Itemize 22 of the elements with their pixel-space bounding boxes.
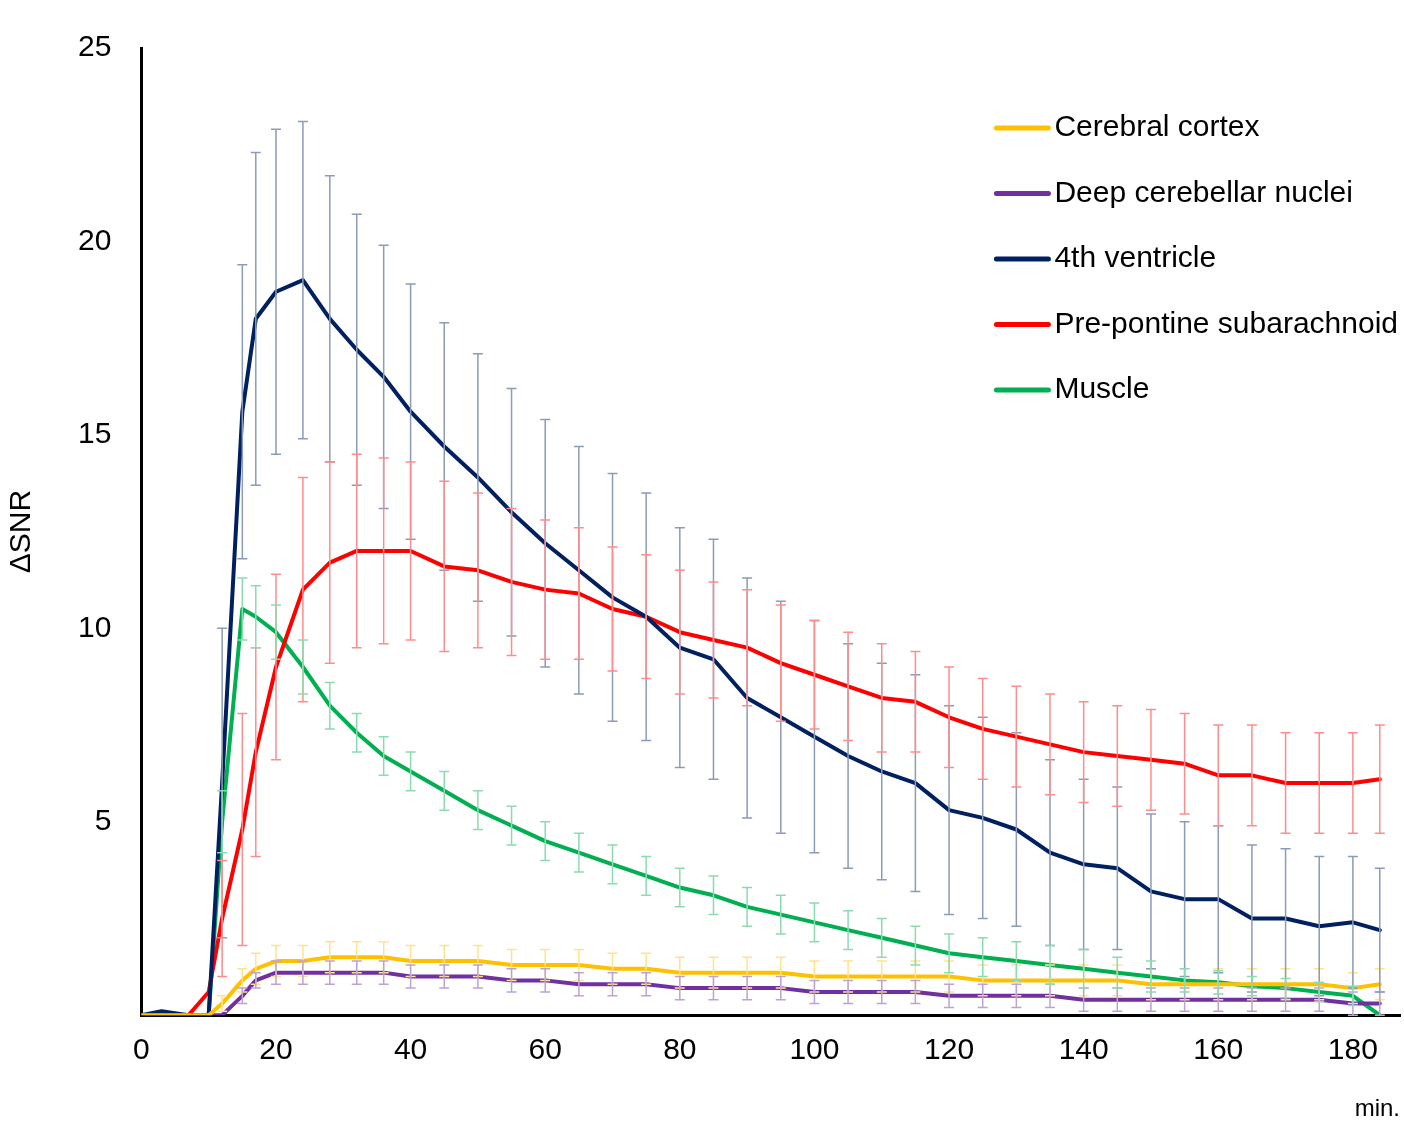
x-tick-label: 180 — [1327, 1032, 1378, 1066]
y-tick-label: 20 — [77, 222, 112, 256]
x-tick-label: 40 — [393, 1032, 428, 1066]
legend-label: Cerebral cortex — [1054, 109, 1260, 143]
x-tick-label: 140 — [1058, 1032, 1109, 1066]
x-tick-label: 100 — [789, 1032, 840, 1066]
x-tick-label: 120 — [924, 1032, 975, 1066]
y-axis-title: ΔSNR — [3, 489, 37, 574]
legend-label: Muscle — [1054, 371, 1150, 405]
x-axis-title: min. — [1354, 1094, 1400, 1122]
y-tick-label: 5 — [94, 803, 112, 837]
y-tick-label: 10 — [77, 609, 112, 643]
x-tick-label: 80 — [663, 1032, 697, 1066]
y-tick-label: 15 — [77, 416, 112, 450]
x-tick-label: 20 — [259, 1032, 293, 1066]
y-tick-label: 25 — [77, 29, 112, 63]
legend-label: 4th ventricle — [1054, 240, 1217, 274]
x-tick-label: 0 — [133, 1032, 150, 1066]
x-tick-label: 60 — [528, 1032, 562, 1066]
legend-label: Deep cerebellar nuclei — [1054, 174, 1353, 208]
legend-label: Pre-pontine subarachnoid — [1054, 305, 1399, 339]
x-tick-label: 160 — [1193, 1032, 1244, 1066]
